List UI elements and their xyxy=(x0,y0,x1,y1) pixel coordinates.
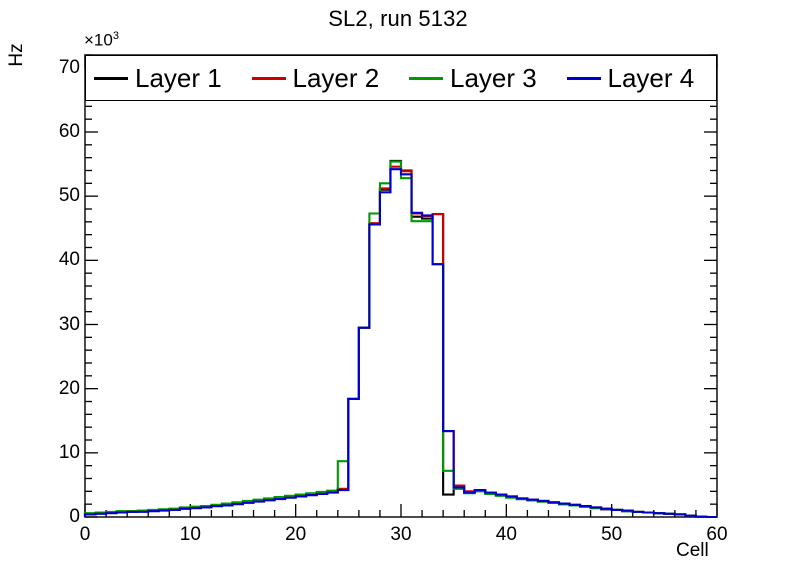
y-axis-exponent: ×103 xyxy=(84,30,119,51)
legend-label: Layer 3 xyxy=(450,62,537,93)
legend: Layer 1 Layer 2 Layer 3 Layer 4 xyxy=(85,55,717,101)
x-tick-label: 10 xyxy=(179,524,201,545)
y-tick-label: 30 xyxy=(58,313,80,335)
axis-ticks xyxy=(84,54,718,518)
y-tick-label: 70 xyxy=(58,56,80,78)
x-axis-title: Cell xyxy=(676,540,709,561)
x-tick-label: 50 xyxy=(601,524,623,545)
x-tick-label: 20 xyxy=(285,524,307,545)
y-axis-tick-labels: 0 10 20 30 40 50 60 70 xyxy=(30,0,80,572)
x-tick-label: 60 xyxy=(706,524,728,545)
series-line-layer-3 xyxy=(83,160,717,519)
axis-frame xyxy=(84,54,718,518)
y-tick-label: 10 xyxy=(58,441,80,463)
series-line-layer-1 xyxy=(83,159,717,519)
legend-entry-layer-1[interactable]: Layer 1 xyxy=(86,63,244,94)
x-tick-label: 30 xyxy=(390,524,412,545)
legend-swatch-icon xyxy=(409,76,443,80)
x-tick-label: 40 xyxy=(495,524,517,545)
histogram-series xyxy=(83,159,717,519)
legend-swatch-icon xyxy=(566,76,601,80)
x-tick-label: 0 xyxy=(79,524,91,545)
x-axis-tick-labels: 0 10 20 30 40 50 60 xyxy=(0,520,796,546)
legend-label: Layer 2 xyxy=(292,62,380,93)
legend-swatch-icon xyxy=(94,76,128,80)
legend-label: Layer 4 xyxy=(607,62,695,93)
y-tick-label: 50 xyxy=(58,185,80,207)
legend-entry-layer-3[interactable]: Layer 3 xyxy=(401,63,559,94)
y-tick-label: 20 xyxy=(58,377,80,399)
y-tick-label: 40 xyxy=(58,249,80,271)
y-axis-exponent-power: 3 xyxy=(112,30,119,42)
legend-entry-layer-4[interactable]: Layer 4 xyxy=(559,63,717,94)
y-axis-exponent-base: ×10 xyxy=(84,30,113,50)
legend-entry-layer-2[interactable]: Layer 2 xyxy=(244,63,402,94)
legend-swatch-icon xyxy=(251,76,286,80)
legend-label: Layer 1 xyxy=(135,62,222,93)
y-tick-label: 0 xyxy=(69,506,80,527)
page-title: SL2, run 5132 xyxy=(328,6,468,31)
series-line-layer-4 xyxy=(83,168,717,519)
series-line-layer-2 xyxy=(83,165,717,519)
plot-area-border xyxy=(84,54,718,518)
y-tick-label: 60 xyxy=(58,121,80,142)
